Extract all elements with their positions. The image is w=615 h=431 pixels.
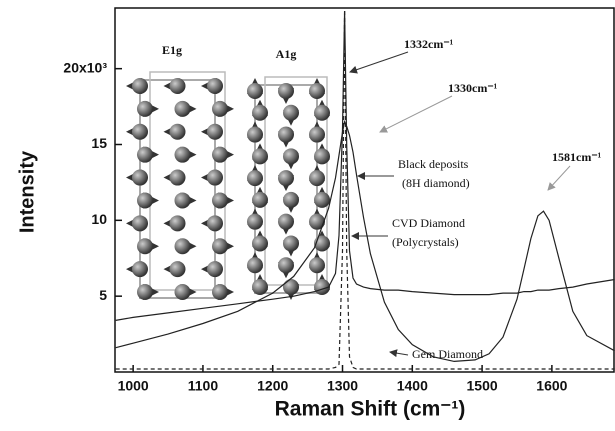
atom (278, 83, 294, 99)
atom (283, 105, 299, 121)
y-tick-label: 20x10³ (63, 59, 107, 75)
atom (137, 192, 153, 208)
atom (314, 105, 330, 121)
atom (170, 261, 186, 277)
atom (283, 235, 299, 251)
atom (170, 170, 186, 186)
e1g-label: E1g (162, 43, 182, 57)
atom (252, 235, 268, 251)
atom (309, 83, 325, 99)
chart: E1g A1g 1332cm⁻¹ 1330cm⁻¹ 1581cm⁻¹ Black… (0, 0, 615, 431)
atom (247, 83, 263, 99)
atom (314, 192, 330, 208)
annotation: Gem Diamond (412, 347, 483, 361)
atom (132, 124, 148, 140)
arrow (350, 52, 408, 72)
atom (212, 192, 228, 208)
atom (309, 257, 325, 273)
atom (247, 214, 263, 230)
atom (170, 124, 186, 140)
annotation: 1330cm⁻¹ (448, 81, 498, 95)
atom (278, 127, 294, 143)
atom (137, 147, 153, 163)
x-axis-label: Raman Shift (cm⁻¹) (275, 398, 466, 421)
x-tick-label: 1600 (536, 378, 567, 394)
annotation: 1581cm⁻¹ (552, 150, 602, 164)
atom (309, 170, 325, 186)
annotation: (Polycrystals) (392, 235, 459, 249)
atom (137, 238, 153, 254)
x-tick-label: 1200 (257, 378, 288, 394)
atom (175, 238, 191, 254)
atom (283, 279, 299, 295)
atom (175, 101, 191, 117)
atom (170, 78, 186, 94)
x-tick-label: 1000 (118, 378, 149, 394)
atom (170, 215, 186, 231)
atom (247, 170, 263, 186)
x-tick-label: 1500 (467, 378, 498, 394)
y-tick-label: 10 (91, 211, 107, 227)
atom (283, 148, 299, 164)
x-tick-label: 1100 (188, 378, 219, 394)
atom (212, 147, 228, 163)
y-tick-label: 5 (99, 287, 107, 303)
y-axis-label: Intensity (16, 150, 38, 233)
atom (212, 238, 228, 254)
atom (309, 214, 325, 230)
arrow (380, 96, 452, 132)
atom (247, 257, 263, 273)
a1g-label: A1g (276, 47, 297, 61)
annotation: 1332cm⁻¹ (404, 37, 454, 51)
atom (283, 192, 299, 208)
series-line (116, 11, 615, 320)
atom (278, 257, 294, 273)
atom (252, 279, 268, 295)
atom (207, 78, 223, 94)
atom (212, 284, 228, 300)
x-tick-label: 1400 (397, 378, 428, 394)
atom (252, 148, 268, 164)
atom (132, 215, 148, 231)
annotation: CVD Diamond (392, 216, 465, 230)
atom (137, 284, 153, 300)
y-tick-label: 15 (91, 135, 107, 151)
atom (132, 170, 148, 186)
arrow (390, 352, 408, 355)
atom (278, 214, 294, 230)
atom (247, 127, 263, 143)
atom (314, 148, 330, 164)
atom (137, 101, 153, 117)
atom (309, 127, 325, 143)
series-line (116, 122, 615, 362)
series-line (116, 10, 615, 370)
atom (252, 105, 268, 121)
atom (252, 192, 268, 208)
atom (175, 192, 191, 208)
atom (175, 284, 191, 300)
crystal-illustrations (128, 72, 330, 300)
atom (212, 101, 228, 117)
annotation: Black deposits (398, 157, 469, 171)
annotation: (8H diamond) (402, 176, 470, 190)
atom (175, 147, 191, 163)
arrow (548, 166, 570, 190)
atom (207, 261, 223, 277)
atom (132, 78, 148, 94)
atom (207, 124, 223, 140)
atom (207, 170, 223, 186)
plot-frame (115, 8, 614, 372)
x-tick-label: 1300 (327, 378, 358, 394)
atom (278, 170, 294, 186)
atom (207, 215, 223, 231)
atom (132, 261, 148, 277)
